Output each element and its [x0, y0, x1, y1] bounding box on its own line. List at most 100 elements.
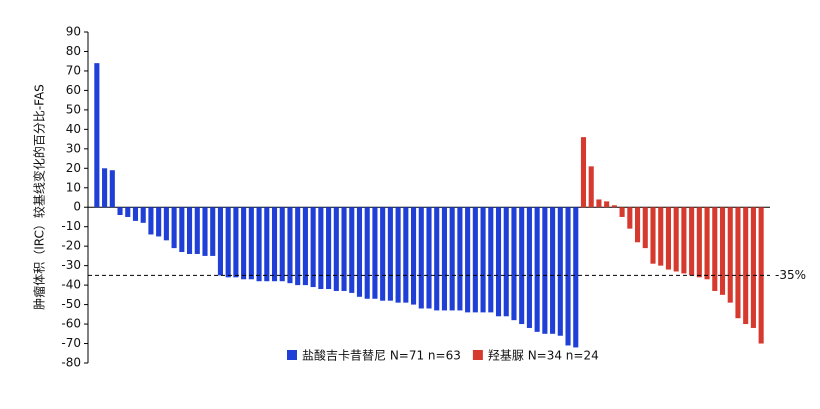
bar	[233, 207, 239, 278]
bar	[411, 207, 417, 305]
bar	[171, 207, 177, 249]
bar	[681, 207, 687, 274]
bar	[418, 207, 424, 309]
legend-label: 羟基脲 N=34 n=24	[488, 348, 599, 363]
bar	[125, 207, 131, 217]
bar	[225, 207, 231, 278]
bar	[557, 207, 563, 336]
bar	[449, 207, 455, 311]
bar	[380, 207, 386, 301]
y-tick-label: -80	[61, 356, 81, 370]
bar	[511, 207, 517, 321]
bar	[403, 207, 409, 303]
bar	[696, 207, 702, 278]
bar	[264, 207, 270, 282]
bar	[650, 207, 656, 264]
bar	[387, 207, 393, 301]
bar	[542, 207, 548, 334]
y-tick-label: -20	[61, 239, 81, 253]
legend-swatch	[287, 350, 297, 360]
y-tick-label: 70	[66, 63, 81, 77]
bar	[271, 207, 278, 282]
bar	[217, 207, 223, 276]
bar	[302, 207, 308, 286]
bar	[573, 207, 579, 348]
bar	[642, 207, 648, 249]
bar	[712, 207, 718, 291]
bar	[673, 207, 679, 272]
bar	[480, 207, 486, 313]
bar	[550, 207, 556, 334]
y-tick-label: -70	[61, 336, 81, 350]
y-tick-label: 0	[73, 200, 81, 214]
bar	[580, 137, 587, 208]
bar	[588, 166, 594, 208]
bar	[596, 199, 602, 208]
bar	[310, 207, 316, 288]
bar	[132, 207, 139, 221]
bar	[179, 207, 185, 253]
bar	[318, 207, 324, 290]
y-tick-label: 20	[66, 161, 81, 175]
bar	[534, 207, 540, 332]
bar	[140, 207, 146, 223]
bar	[658, 207, 664, 266]
legend-swatch	[472, 350, 483, 360]
bar	[356, 207, 363, 297]
bar	[117, 207, 123, 216]
bar	[665, 207, 671, 270]
y-tick-label: -40	[61, 278, 81, 292]
bar	[210, 207, 216, 256]
bar	[279, 207, 285, 282]
bar	[109, 170, 115, 208]
bar	[565, 207, 571, 346]
bar	[627, 207, 633, 229]
bar	[426, 207, 432, 309]
bar	[202, 207, 208, 256]
bar	[604, 201, 610, 208]
bar	[704, 207, 710, 280]
bar	[743, 207, 749, 325]
bar	[519, 207, 525, 325]
y-tick-label: -30	[61, 258, 81, 272]
y-tick-label: 50	[66, 102, 81, 116]
y-tick-label: -10	[61, 219, 81, 233]
bar	[248, 207, 254, 280]
bar	[395, 207, 401, 303]
bar	[148, 207, 154, 235]
y-tick-label: -60	[61, 317, 81, 331]
bar	[472, 207, 478, 313]
bar	[434, 207, 440, 311]
y-tick-label: 40	[66, 122, 81, 136]
y-tick-label: 10	[66, 180, 81, 194]
bar	[295, 207, 301, 286]
bar	[241, 207, 247, 280]
y-tick-label: 30	[66, 141, 81, 155]
bar	[495, 207, 502, 317]
bar	[187, 207, 193, 254]
bar	[526, 207, 532, 328]
bar	[503, 207, 509, 317]
bar	[750, 207, 756, 328]
bar	[635, 207, 641, 243]
bar	[611, 205, 617, 208]
bar	[364, 207, 370, 299]
bar	[441, 207, 447, 311]
y-tick-label: 60	[66, 83, 81, 97]
reference-label: -35%	[775, 268, 806, 282]
bar	[256, 207, 262, 282]
y-tick-label: 90	[66, 25, 81, 39]
bar	[372, 207, 378, 299]
bar	[465, 207, 471, 313]
legend-label: 盐酸吉卡昔替尼 N=71 n=63	[302, 348, 461, 363]
bar	[727, 207, 733, 303]
bar	[735, 207, 741, 319]
bar	[349, 207, 355, 293]
bar	[341, 207, 347, 291]
bar	[194, 207, 200, 254]
y-axis-label: 肿瘤体积（IRC）较基线变化的百分比-FAS	[32, 84, 47, 310]
y-tick-label: -50	[61, 297, 81, 311]
bar	[457, 207, 463, 311]
bar	[326, 207, 332, 290]
